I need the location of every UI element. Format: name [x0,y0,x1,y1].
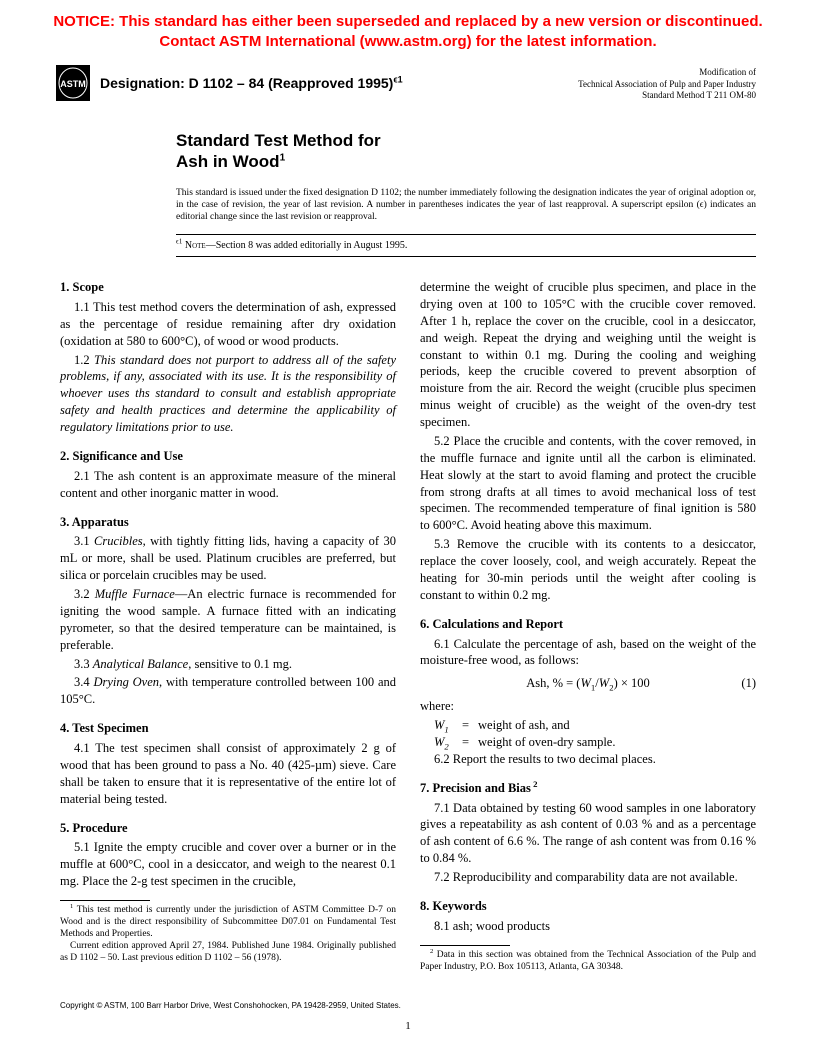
title-block: Standard Test Method for Ash in Wood1 [176,130,656,173]
footnote-rule-right [420,945,510,946]
sec7-p2: 7.2 Reproducibility and comparability da… [420,869,756,886]
right-column: determine the weight of crucible plus sp… [420,279,756,973]
sec5-p2: 5.2 Place the crucible and contents, wit… [420,433,756,534]
footnote2: 2 Data in this section was obtained from… [420,950,756,974]
sec3-p4: 3.4 Drying Oven, with temperature contro… [60,674,396,708]
notice-line2: Contact ASTM International (www.astm.org… [159,33,656,50]
designation-text: Designation: D 1102 – 84 (Reapproved 199… [100,75,393,91]
notice-line1: NOTICE: This standard has either been su… [53,13,762,30]
sec4-head: 4. Test Specimen [60,720,396,737]
footnote1b: Current edition approved April 27, 1984.… [60,941,396,965]
astm-logo-icon: ASTM [56,65,90,101]
left-column: 1. Scope 1.1 This test method covers the… [60,279,396,973]
eps-text: —Section 8 was added editorially in Augu… [206,240,408,251]
sec7-head: 7. Precision and Bias 2 [420,780,756,797]
mod-l2: Technical Association of Pulp and Paper … [578,79,756,89]
mod-l1: Modification of [699,67,756,77]
sec6-head: 6. Calculations and Report [420,616,756,633]
title-l2: Ash in Wood [176,152,280,171]
mod-l3: Standard Method T 211 OM-80 [642,90,756,100]
where-label: where: [420,698,756,715]
formula-ash: Ash, % = (W1/W2) × 100 (1) [420,675,756,692]
sec3-p1: 3.1 Crucibles, with tightly fitting lids… [60,533,396,584]
sec5-p1-cont: determine the weight of crucible plus sp… [420,279,756,431]
doc-title: Standard Test Method for Ash in Wood1 [176,130,656,173]
eq-num: (1) [741,675,756,692]
header-row: ASTM Designation: D 1102 – 84 (Reapprove… [0,57,816,102]
sec1-head: 1. Scope [60,279,396,296]
intro-paragraph: This standard is issued under the fixed … [176,187,756,224]
title-l1: Standard Test Method for [176,131,381,150]
sec5-head: 5. Procedure [60,820,396,837]
sec2-head: 2. Significance and Use [60,448,396,465]
designation-sup: ϵ1 [393,74,402,84]
where-w1: W1 = weight of ash, and [434,717,756,734]
copyright: Copyright © ASTM, 100 Barr Harbor Drive,… [60,1001,401,1012]
footnote1a: 1 This test method is currently under th… [60,905,396,941]
sec3-p3: 3.3 Analytical Balance, sensitive to 0.1… [60,656,396,673]
where-w2: W2 = weight of oven-dry sample. [434,734,756,751]
page-number: 1 [0,1019,816,1034]
sec6-p1: 6.1 Calculate the percentage of ash, bas… [420,636,756,670]
two-columns: 1. Scope 1.1 This test method covers the… [0,257,816,973]
sec6-p2: 6.2 Report the results to two decimal pl… [420,751,756,768]
sec2-p1: 2.1 The ash content is an approximate me… [60,468,396,502]
sec1-p1: 1.1 This test method covers the determin… [60,299,396,350]
sec5-p3: 5.3 Remove the crucible with its content… [420,536,756,604]
modification-block: Modification of Technical Association of… [578,67,756,102]
eps-sup: ϵ1 [176,237,182,245]
logo-and-designation: ASTM Designation: D 1102 – 84 (Reapprove… [56,65,403,101]
sec8-head: 8. Keywords [420,898,756,915]
sec1-p2: 1.2 This standard does not purport to ad… [60,352,396,436]
sec7-p1: 7.1 Data obtained by testing 60 wood sam… [420,800,756,868]
sec3-head: 3. Apparatus [60,514,396,531]
sec8-p1: 8.1 ash; wood products [420,918,756,935]
sec4-p1: 4.1 The test specimen shall consist of a… [60,740,396,808]
epsilon-note: ϵ1 Note—Section 8 was added editorially … [176,234,756,258]
sec3-p2: 3.2 Muffle Furnace—An electric furnace i… [60,586,396,654]
designation: Designation: D 1102 – 84 (Reapproved 199… [100,74,403,93]
svg-text:ASTM: ASTM [60,79,86,89]
sec5-p1: 5.1 Ignite the empty crucible and cover … [60,839,396,890]
footnote-rule-left [60,900,150,901]
title-sup: 1 [280,153,286,164]
eps-label: Note [185,240,206,251]
supersede-notice: NOTICE: This standard has either been su… [0,0,816,57]
